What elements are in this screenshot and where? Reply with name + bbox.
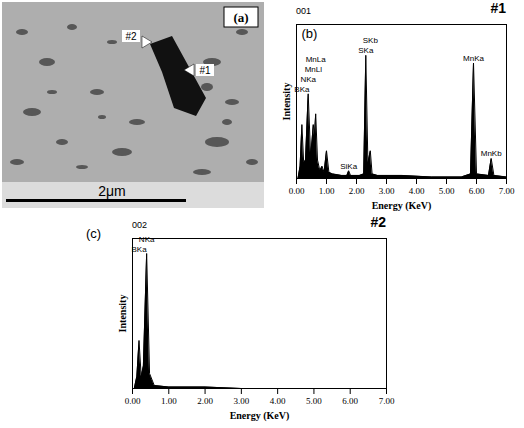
svg-text:BKa: BKa [131,245,147,254]
html-text:#1: #1 [490,0,506,16]
svg-text:NKa: NKa [300,75,316,84]
svg-text:Intensity: Intensity [117,295,128,333]
svg-text:5.00: 5.00 [439,186,455,196]
svg-text:Energy (KeV): Energy (KeV) [372,200,432,212]
svg-text:0.00: 0.00 [125,396,141,406]
svg-text:Energy (KeV): Energy (KeV) [230,410,290,422]
svg-text:6.00: 6.00 [342,396,358,406]
svg-text:1.00: 1.00 [161,396,177,406]
svg-text:(b): (b) [302,26,318,41]
svg-text:NKa: NKa [139,235,155,244]
svg-text:3.00: 3.00 [379,186,395,196]
html-text:(c): (c) [86,226,102,241]
svg-text:BKa: BKa [294,85,310,94]
svg-text:MnLa: MnLa [306,55,327,64]
svg-text:SKa: SKa [358,46,374,55]
svg-text:2μm: 2μm [98,183,126,199]
svg-text:MnLl: MnLl [305,65,323,74]
html-text:002: 002 [132,220,147,230]
svg-text:7.00: 7.00 [499,186,515,196]
svg-text:Intensity: Intensity [281,83,292,121]
svg-text:SKb: SKb [363,36,379,45]
svg-text:#1: #1 [199,65,211,76]
svg-text:SiKa: SiKa [340,162,357,171]
svg-text:4.00: 4.00 [409,186,425,196]
svg-text:(a): (a) [233,10,248,25]
svg-text:#2: #2 [125,31,137,42]
svg-text:0.00: 0.00 [289,186,305,196]
svg-text:4.00: 4.00 [270,396,286,406]
svg-text:MnKb: MnKb [481,149,502,158]
svg-text:2.00: 2.00 [349,186,365,196]
svg-text:5.00: 5.00 [306,396,322,406]
svg-text:3.00: 3.00 [233,396,249,406]
svg-text:7.00: 7.00 [379,396,395,406]
html-text:001: 001 [296,6,311,16]
svg-text:6.00: 6.00 [469,186,485,196]
svg-text:1.00: 1.00 [319,186,335,196]
svg-text:MnKa: MnKa [463,54,484,63]
svg-text:2.00: 2.00 [197,396,213,406]
html-text:#2: #2 [370,214,386,230]
